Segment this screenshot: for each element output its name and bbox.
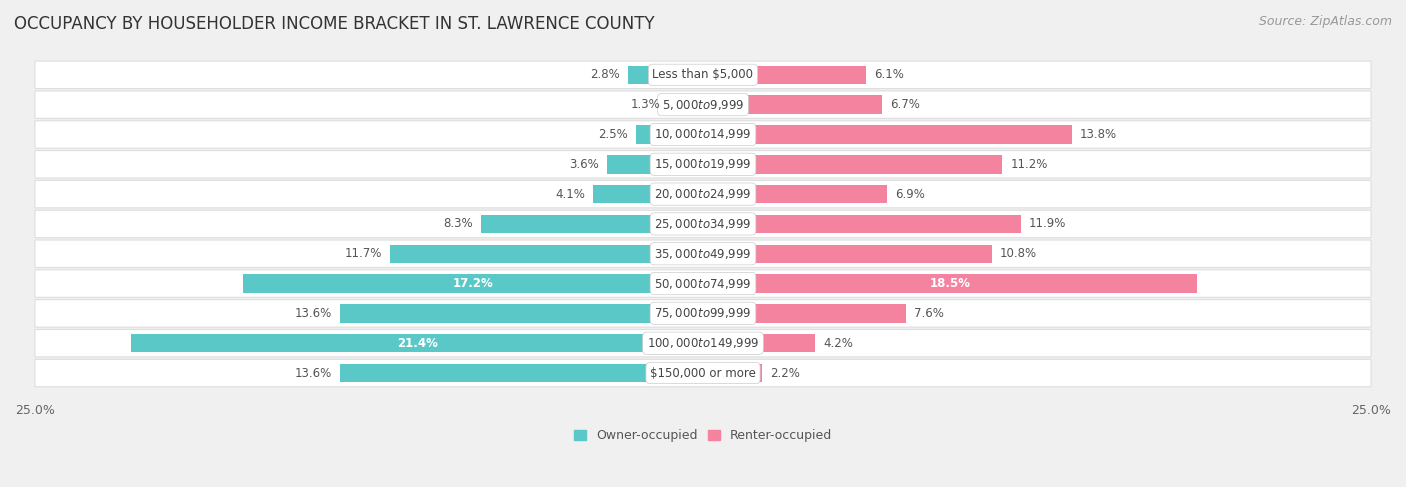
Text: 18.5%: 18.5% xyxy=(929,277,970,290)
Text: 10.8%: 10.8% xyxy=(1000,247,1036,260)
Bar xyxy=(636,125,703,144)
Text: 1.3%: 1.3% xyxy=(630,98,661,111)
Bar xyxy=(131,334,703,353)
Text: $50,000 to $74,999: $50,000 to $74,999 xyxy=(654,277,752,291)
Bar xyxy=(703,364,762,382)
Text: $35,000 to $49,999: $35,000 to $49,999 xyxy=(654,247,752,261)
Bar xyxy=(340,304,703,322)
Bar xyxy=(703,215,1021,233)
Text: 2.8%: 2.8% xyxy=(591,68,620,81)
Text: 21.4%: 21.4% xyxy=(396,337,437,350)
Text: Source: ZipAtlas.com: Source: ZipAtlas.com xyxy=(1258,15,1392,28)
Legend: Owner-occupied, Renter-occupied: Owner-occupied, Renter-occupied xyxy=(574,429,832,442)
Bar xyxy=(607,155,703,173)
Text: 13.6%: 13.6% xyxy=(294,307,332,320)
Bar xyxy=(668,95,703,114)
Bar xyxy=(703,125,1071,144)
FancyBboxPatch shape xyxy=(35,330,1371,357)
FancyBboxPatch shape xyxy=(35,270,1371,297)
FancyBboxPatch shape xyxy=(35,121,1371,148)
Text: 11.9%: 11.9% xyxy=(1029,217,1066,230)
Bar xyxy=(703,274,1198,293)
Text: $15,000 to $19,999: $15,000 to $19,999 xyxy=(654,157,752,171)
Text: $150,000 or more: $150,000 or more xyxy=(650,367,756,379)
Text: 3.6%: 3.6% xyxy=(569,158,599,171)
Text: 2.5%: 2.5% xyxy=(599,128,628,141)
Text: 13.8%: 13.8% xyxy=(1080,128,1116,141)
Text: 7.6%: 7.6% xyxy=(914,307,943,320)
FancyBboxPatch shape xyxy=(35,91,1371,118)
Text: 11.2%: 11.2% xyxy=(1011,158,1047,171)
Text: 6.7%: 6.7% xyxy=(890,98,920,111)
Bar xyxy=(243,274,703,293)
Bar xyxy=(340,364,703,382)
Text: 13.6%: 13.6% xyxy=(294,367,332,379)
Bar xyxy=(703,155,1002,173)
Text: 8.3%: 8.3% xyxy=(443,217,474,230)
Text: $75,000 to $99,999: $75,000 to $99,999 xyxy=(654,306,752,320)
Bar xyxy=(703,334,815,353)
Bar xyxy=(481,215,703,233)
FancyBboxPatch shape xyxy=(35,300,1371,327)
FancyBboxPatch shape xyxy=(35,150,1371,178)
Text: Less than $5,000: Less than $5,000 xyxy=(652,68,754,81)
Text: 4.1%: 4.1% xyxy=(555,187,585,201)
FancyBboxPatch shape xyxy=(35,240,1371,267)
Text: $10,000 to $14,999: $10,000 to $14,999 xyxy=(654,128,752,141)
Bar xyxy=(703,66,866,84)
Bar xyxy=(703,185,887,204)
Text: $100,000 to $149,999: $100,000 to $149,999 xyxy=(647,336,759,350)
Text: 2.2%: 2.2% xyxy=(770,367,800,379)
Text: $20,000 to $24,999: $20,000 to $24,999 xyxy=(654,187,752,201)
Bar xyxy=(391,244,703,263)
FancyBboxPatch shape xyxy=(35,359,1371,387)
Bar xyxy=(593,185,703,204)
Text: 17.2%: 17.2% xyxy=(453,277,494,290)
Text: 6.9%: 6.9% xyxy=(896,187,925,201)
Bar xyxy=(703,304,905,322)
Text: 6.1%: 6.1% xyxy=(875,68,904,81)
Text: $5,000 to $9,999: $5,000 to $9,999 xyxy=(662,98,744,112)
Text: 4.2%: 4.2% xyxy=(824,337,853,350)
Text: $25,000 to $34,999: $25,000 to $34,999 xyxy=(654,217,752,231)
FancyBboxPatch shape xyxy=(35,61,1371,89)
FancyBboxPatch shape xyxy=(35,210,1371,238)
Text: 11.7%: 11.7% xyxy=(344,247,382,260)
FancyBboxPatch shape xyxy=(35,180,1371,208)
Bar xyxy=(703,95,882,114)
Bar xyxy=(628,66,703,84)
Text: OCCUPANCY BY HOUSEHOLDER INCOME BRACKET IN ST. LAWRENCE COUNTY: OCCUPANCY BY HOUSEHOLDER INCOME BRACKET … xyxy=(14,15,655,33)
Bar xyxy=(703,244,991,263)
